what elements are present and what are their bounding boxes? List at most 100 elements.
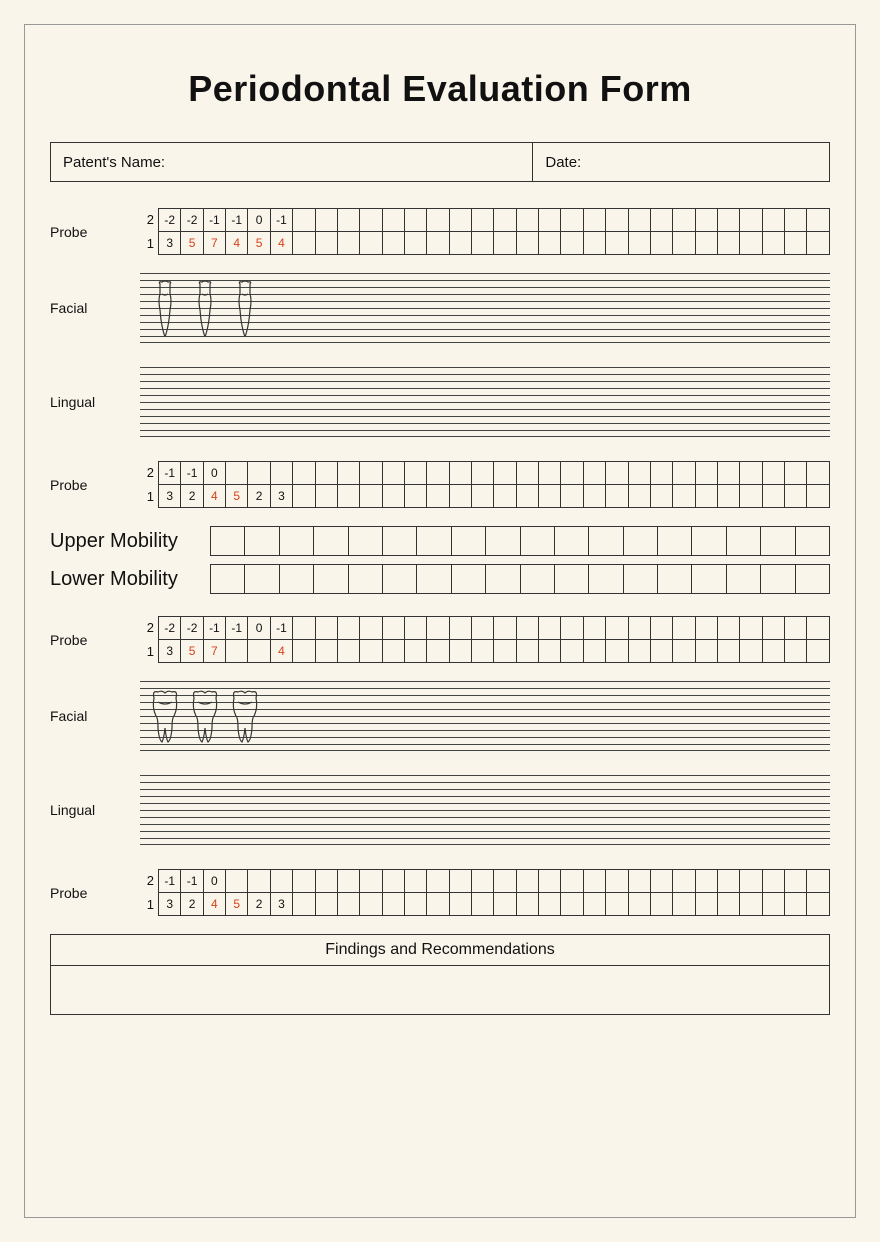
probe-cell[interactable] — [561, 462, 583, 484]
probe-cell[interactable] — [561, 209, 583, 231]
probe-cell[interactable] — [494, 870, 516, 892]
mobility-cell[interactable] — [383, 527, 417, 555]
probe-cell[interactable]: 4 — [204, 485, 226, 507]
probe-cell[interactable] — [785, 209, 807, 231]
probe-cell[interactable] — [584, 209, 606, 231]
probe-cell[interactable]: -1 — [204, 617, 226, 639]
probe-cell[interactable]: -1 — [271, 209, 293, 231]
probe-cell[interactable] — [740, 893, 762, 915]
mobility-cell[interactable] — [727, 527, 761, 555]
probe-cell[interactable] — [763, 485, 785, 507]
probe-cell[interactable] — [763, 617, 785, 639]
probe-cell[interactable] — [539, 893, 561, 915]
mobility-cell[interactable] — [555, 527, 589, 555]
probe-cell[interactable] — [226, 462, 248, 484]
probe-cell[interactable] — [405, 485, 427, 507]
probe-cell[interactable] — [584, 617, 606, 639]
probe-cell[interactable] — [517, 870, 539, 892]
probe-cell[interactable] — [584, 462, 606, 484]
probe-cell[interactable] — [427, 209, 449, 231]
probe-cell[interactable] — [606, 485, 628, 507]
probe-cell[interactable]: 5 — [181, 232, 203, 254]
probe-cell[interactable] — [383, 640, 405, 662]
probe-cell[interactable] — [316, 209, 338, 231]
probe-cell[interactable] — [472, 617, 494, 639]
probe-cell[interactable] — [494, 232, 516, 254]
probe-cell[interactable] — [561, 617, 583, 639]
probe-cell[interactable] — [316, 617, 338, 639]
probe-cell[interactable] — [584, 485, 606, 507]
probe-cell[interactable] — [539, 617, 561, 639]
probe-cell[interactable] — [360, 640, 382, 662]
probe-cell[interactable] — [338, 640, 360, 662]
probe-cell[interactable] — [316, 485, 338, 507]
probe-cell[interactable]: 2 — [181, 485, 203, 507]
probe-cell[interactable] — [606, 617, 628, 639]
probe-cell[interactable] — [763, 462, 785, 484]
probe-cell[interactable] — [517, 209, 539, 231]
probe-cell[interactable] — [807, 209, 829, 231]
probe-cell[interactable] — [785, 893, 807, 915]
probe-cell[interactable] — [807, 640, 829, 662]
probe-cell[interactable] — [629, 870, 651, 892]
probe-cell[interactable] — [338, 485, 360, 507]
mobility-cell[interactable] — [761, 565, 795, 593]
probe-cell[interactable]: 4 — [271, 232, 293, 254]
probe-cell[interactable] — [472, 870, 494, 892]
probe-cell[interactable] — [785, 485, 807, 507]
mobility-cell[interactable] — [624, 527, 658, 555]
probe-cell[interactable] — [427, 462, 449, 484]
mobility-cell[interactable] — [521, 565, 555, 593]
probe-cell[interactable] — [807, 870, 829, 892]
probe-cell[interactable] — [740, 617, 762, 639]
probe-cell[interactable] — [651, 462, 673, 484]
probe-cell[interactable] — [494, 485, 516, 507]
probe-cell[interactable] — [629, 232, 651, 254]
probe-cell[interactable]: 7 — [204, 232, 226, 254]
probe-cell[interactable] — [316, 870, 338, 892]
probe-cell[interactable] — [673, 485, 695, 507]
probe-cell[interactable] — [293, 232, 315, 254]
date-field[interactable]: Date: — [533, 143, 829, 181]
probe-cell[interactable]: 0 — [204, 462, 226, 484]
probe-cell[interactable]: 4 — [226, 232, 248, 254]
probe-cell[interactable] — [226, 640, 248, 662]
probe-cell[interactable]: 4 — [204, 893, 226, 915]
probe-cell[interactable]: 2 — [248, 485, 270, 507]
probe-cell[interactable]: 4 — [271, 640, 293, 662]
mobility-cell[interactable] — [486, 527, 520, 555]
probe-cell[interactable] — [673, 232, 695, 254]
probe-cell[interactable] — [405, 462, 427, 484]
probe-cell[interactable] — [807, 462, 829, 484]
probe-cell[interactable] — [517, 640, 539, 662]
findings-body[interactable] — [51, 966, 829, 1014]
probe-cell[interactable] — [718, 893, 740, 915]
probe-cell[interactable]: 2 — [181, 893, 203, 915]
mobility-cell[interactable] — [727, 565, 761, 593]
probe-cell[interactable] — [360, 893, 382, 915]
mobility-cell[interactable] — [452, 565, 486, 593]
probe-cell[interactable] — [696, 617, 718, 639]
mobility-cell[interactable] — [486, 565, 520, 593]
probe-cell[interactable] — [740, 232, 762, 254]
probe-cell[interactable] — [450, 893, 472, 915]
mobility-cell[interactable] — [796, 565, 830, 593]
mobility-cell[interactable] — [245, 527, 279, 555]
probe-cell[interactable] — [360, 870, 382, 892]
probe-cell[interactable]: 3 — [159, 640, 181, 662]
probe-cell[interactable] — [494, 893, 516, 915]
probe-cell[interactable] — [383, 232, 405, 254]
probe1-row2[interactable]: -2-2-1-10-1 — [158, 208, 830, 231]
probe-cell[interactable] — [383, 209, 405, 231]
probe-cell[interactable] — [539, 640, 561, 662]
probe-cell[interactable] — [472, 893, 494, 915]
probe-cell[interactable]: -1 — [271, 617, 293, 639]
probe-cell[interactable] — [696, 462, 718, 484]
probe-cell[interactable] — [338, 462, 360, 484]
probe-cell[interactable] — [360, 485, 382, 507]
probe-cell[interactable] — [763, 870, 785, 892]
mobility-cell[interactable] — [452, 527, 486, 555]
probe-cell[interactable] — [405, 893, 427, 915]
mobility-cell[interactable] — [521, 527, 555, 555]
probe-cell[interactable] — [718, 209, 740, 231]
